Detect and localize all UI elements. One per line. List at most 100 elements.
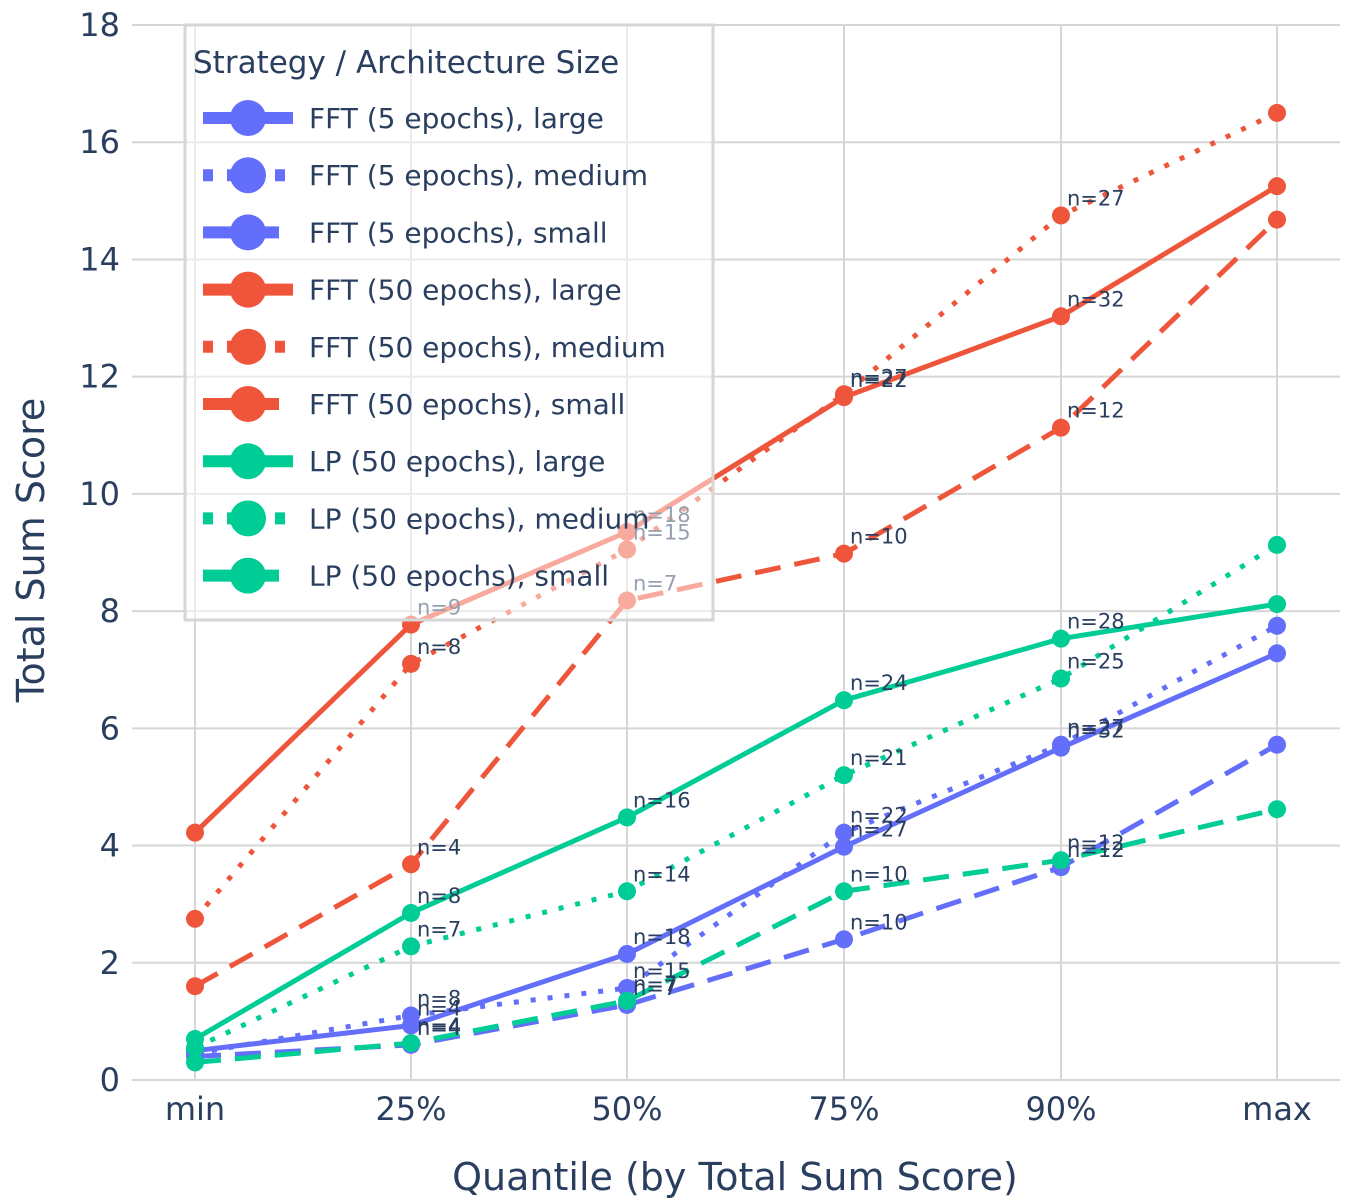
series-lp-50-epochs-large bbox=[186, 595, 1286, 1048]
legend-swatch-marker bbox=[230, 271, 266, 308]
point-annotation: n=27 bbox=[850, 818, 908, 842]
y-tick-label: 18 bbox=[79, 6, 120, 44]
data-point bbox=[402, 937, 420, 956]
x-tick-label: min bbox=[165, 1090, 225, 1128]
data-point bbox=[1052, 418, 1070, 437]
legend-item[interactable]: FFT (50 epochs), medium bbox=[203, 328, 666, 365]
y-tick-label: 2 bbox=[100, 944, 120, 982]
point-annotation: n=12 bbox=[1067, 399, 1125, 423]
point-annotation: n=15 bbox=[633, 959, 691, 983]
y-tick-label: 12 bbox=[79, 358, 120, 396]
data-point bbox=[835, 882, 853, 901]
data-point bbox=[1052, 851, 1070, 870]
point-annotation: n=7 bbox=[633, 972, 677, 996]
legend-item[interactable]: LP (50 epochs), small bbox=[203, 557, 609, 594]
point-annotation: n=22 bbox=[850, 804, 908, 828]
point-annotation: n=25 bbox=[1067, 650, 1125, 674]
data-point bbox=[1268, 595, 1286, 614]
series-line bbox=[194, 651, 1279, 1054]
data-point bbox=[1268, 535, 1286, 554]
y-tick-label: 10 bbox=[79, 475, 120, 513]
data-point bbox=[835, 766, 853, 785]
point-annotation: n=27 bbox=[850, 365, 908, 389]
data-point bbox=[186, 823, 204, 842]
legend-box bbox=[183, 23, 715, 622]
point-annotation: n=8 bbox=[417, 635, 461, 659]
legend-swatch-marker bbox=[230, 214, 266, 251]
legend-label: LP (50 epochs), medium bbox=[309, 502, 650, 535]
point-annotation: n=10 bbox=[850, 862, 908, 886]
series-line bbox=[193, 184, 1279, 835]
data-point bbox=[618, 991, 636, 1010]
data-point bbox=[186, 1053, 204, 1072]
data-point bbox=[618, 944, 636, 963]
data-point bbox=[835, 823, 853, 842]
legend-label: FFT (50 epochs), medium bbox=[309, 331, 666, 364]
legend[interactable]: Strategy / Architecture Size FFT (5 epoch… bbox=[183, 23, 715, 622]
data-point bbox=[402, 1034, 420, 1053]
data-point bbox=[1268, 735, 1286, 754]
x-tick-label: 75% bbox=[808, 1090, 879, 1128]
legend-item[interactable]: FFT (50 epochs), large bbox=[203, 271, 622, 308]
data-point bbox=[835, 837, 853, 856]
data-point bbox=[835, 385, 853, 404]
data-point bbox=[618, 808, 636, 827]
legend-label: FFT (50 epochs), small bbox=[309, 388, 625, 421]
series-line bbox=[193, 601, 1278, 1042]
series-line bbox=[194, 806, 1278, 1065]
legend-swatch-marker bbox=[230, 557, 266, 594]
legend-item[interactable]: LP (50 epochs), large bbox=[203, 443, 605, 480]
data-point bbox=[1268, 177, 1286, 196]
y-tick-label: 16 bbox=[79, 123, 120, 161]
y-tick-label: 6 bbox=[100, 709, 120, 747]
legend-label: FFT (5 epochs), small bbox=[309, 216, 608, 249]
x-axis-ticks: min 25% 50% 75% 90% max bbox=[165, 1090, 1312, 1128]
data-point bbox=[402, 903, 420, 922]
legend-item[interactable]: FFT (50 epochs), small bbox=[203, 386, 625, 422]
data-point bbox=[1268, 103, 1286, 122]
data-point bbox=[1052, 669, 1070, 688]
legend-label: FFT (5 epochs), large bbox=[309, 102, 604, 135]
series-fft-5-epochs-medium bbox=[186, 616, 1286, 1063]
x-tick-label: 25% bbox=[375, 1090, 446, 1128]
data-point bbox=[186, 1038, 204, 1057]
x-tick-label: max bbox=[1242, 1090, 1312, 1128]
y-tick-label: 14 bbox=[79, 240, 120, 278]
data-point bbox=[835, 691, 853, 710]
legend-swatch-marker bbox=[230, 100, 266, 136]
legend-swatch-marker bbox=[230, 157, 266, 194]
point-annotation: n=7 bbox=[417, 917, 461, 941]
point-annotation: n=21 bbox=[850, 746, 908, 770]
legend-item[interactable]: FFT (5 epochs), small bbox=[203, 214, 608, 251]
legend-label: LP (50 epochs), large bbox=[309, 445, 605, 478]
legend-item[interactable]: FFT (5 epochs), medium bbox=[203, 157, 648, 194]
data-point bbox=[618, 978, 636, 997]
point-annotation: n=12 bbox=[1067, 831, 1125, 855]
legend-item[interactable]: FFT (5 epochs), large bbox=[203, 100, 604, 136]
legend-swatch-marker bbox=[230, 328, 266, 365]
y-tick-label: 0 bbox=[100, 1061, 120, 1099]
data-point bbox=[1268, 616, 1286, 635]
point-annotation: n=4 bbox=[417, 996, 461, 1020]
point-annotation: n=7 bbox=[633, 976, 677, 1000]
series-layer bbox=[186, 103, 1286, 1072]
series-lp-50-epochs-medium bbox=[186, 535, 1286, 1057]
data-point bbox=[618, 882, 636, 901]
point-annotation: n=10 bbox=[850, 910, 908, 934]
point-annotation: n=32 bbox=[1067, 287, 1125, 311]
point-annotation: n=12 bbox=[1067, 838, 1125, 862]
data-point bbox=[402, 855, 420, 874]
series-lp-50-epochs-small bbox=[186, 800, 1286, 1072]
legend-item[interactable]: LP (50 epochs), medium bbox=[203, 500, 650, 537]
series-line bbox=[193, 542, 1279, 1051]
point-annotation: n=28 bbox=[1067, 610, 1125, 634]
point-annotation: n=18 bbox=[633, 925, 691, 949]
point-annotation: n=27 bbox=[1067, 186, 1125, 210]
y-axis-ticks: 0 2 4 6 8 10 12 14 16 18 bbox=[79, 6, 120, 1099]
legend-label: FFT (5 epochs), medium bbox=[309, 159, 648, 192]
point-annotation: n=27 bbox=[1067, 716, 1125, 740]
legend-title: Strategy / Architecture Size bbox=[193, 45, 619, 81]
legend-label: FFT (50 epochs), large bbox=[309, 274, 622, 307]
data-point bbox=[186, 977, 204, 996]
y-tick-label: 4 bbox=[100, 827, 120, 865]
